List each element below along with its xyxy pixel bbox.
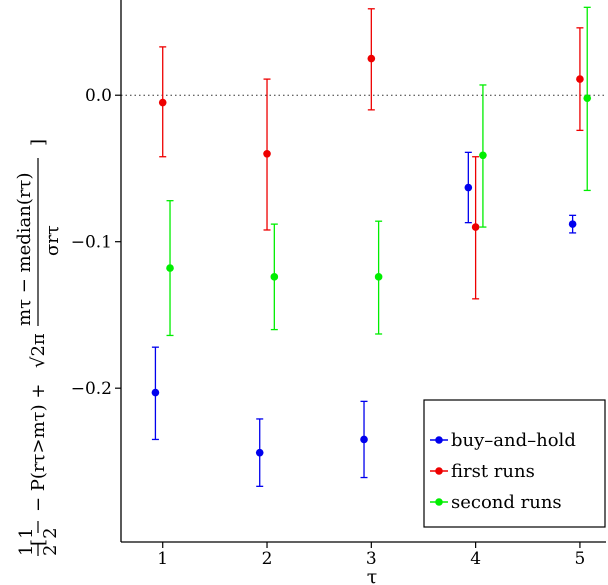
ylabel-sqrt-term: √2π [28, 333, 49, 368]
data-point-0-4 [568, 220, 577, 228]
data-point-2-2 [374, 273, 383, 281]
ylabel-lead-numerators: 1 1 [16, 527, 37, 556]
axes: 1 2 3 4 5 0.0 −0.1 −0.2 [71, 0, 606, 569]
data-point-1-3 [471, 223, 480, 231]
legend-swatch-point-2 [435, 498, 443, 506]
data-point-0-1 [255, 448, 264, 457]
legend-entry-2: second runs [430, 492, 562, 513]
data-point-1-2 [367, 54, 376, 63]
x-tick-label-1: 1 [157, 549, 168, 569]
legend-entry-1: first runs [430, 461, 535, 482]
legend-swatch-point-1 [435, 467, 443, 475]
y-tick-label-1: −0.1 [71, 233, 112, 253]
legend-label-2: second runs [451, 492, 562, 513]
data-point-2-0 [166, 264, 174, 272]
series-2 [166, 6, 592, 337]
ylabel-fraction-denominator: σrτ [42, 225, 63, 256]
series-0 [151, 151, 577, 487]
data-point-0-3 [464, 183, 473, 192]
legend-label-1: first runs [451, 461, 535, 482]
x-tick-label-3: 3 [366, 549, 377, 569]
y-axis-title: 1 1 2 2 [ − P(rτ>mτ) + √2π mτ − median(r… [14, 139, 63, 556]
ylabel-fraction-numerator: mτ − median(rτ) [14, 173, 35, 326]
series-1 [158, 8, 584, 300]
legend-label-0: buy–and–hold [451, 430, 576, 451]
ylabel-open-bracket: [ [28, 539, 49, 546]
x-tick-label-4: 4 [470, 549, 481, 569]
data-point-2-1 [270, 273, 279, 281]
ylabel-close-bracket: ] [28, 139, 49, 146]
x-tick-label-5: 5 [575, 549, 586, 569]
legend-box [423, 399, 606, 528]
data-point-1-1 [263, 150, 271, 158]
legend-swatch-point-0 [435, 436, 443, 444]
ylabel-lead-denominators: 2 2 [40, 527, 61, 556]
plot-area [121, 6, 606, 487]
data-point-0-0 [151, 388, 160, 397]
data-point-0-2 [360, 435, 368, 444]
y-tick-label-0: 0.0 [85, 86, 112, 106]
data-point-2-4 [583, 94, 592, 102]
data-point-2-3 [479, 151, 487, 160]
data-point-1-4 [576, 75, 584, 83]
x-tick-label-2: 2 [262, 549, 273, 569]
x-axis-title: τ [367, 566, 378, 585]
legend-entry-0: buy–and–hold [430, 430, 576, 451]
y-tick-label-2: −0.2 [71, 379, 112, 399]
legend: buy–and–hold first runs second runs [423, 399, 606, 528]
ylabel-p-term: − P(rτ>mτ) + [28, 384, 49, 512]
data-point-1-0 [158, 98, 167, 107]
